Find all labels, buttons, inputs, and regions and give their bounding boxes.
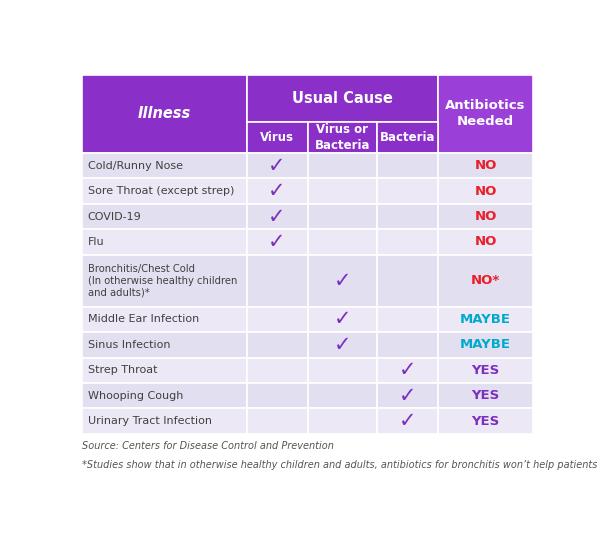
Bar (82, 178, 247, 204)
Bar (82, 408, 247, 434)
Text: ✓: ✓ (334, 335, 351, 355)
Bar (377, 153, 439, 178)
Text: Urinary Tract Infection: Urinary Tract Infection (88, 416, 212, 426)
Text: ✓: ✓ (399, 385, 416, 406)
Text: *Studies show that in otherwise healthy children and adults, antibiotics for bro: *Studies show that in otherwise healthy … (82, 460, 600, 470)
Bar (308, 204, 377, 229)
Text: Sore Throat (except strep): Sore Throat (except strep) (88, 186, 234, 196)
Bar (377, 229, 439, 255)
Bar (247, 332, 308, 358)
Bar (439, 229, 533, 255)
Bar (247, 229, 308, 255)
Text: NO: NO (475, 210, 497, 223)
Text: NO: NO (475, 235, 497, 248)
Bar (439, 75, 533, 153)
Text: NO: NO (475, 184, 497, 198)
Bar (377, 178, 439, 204)
Text: Whooping Cough: Whooping Cough (88, 391, 183, 400)
Bar (439, 204, 533, 229)
Bar (247, 358, 308, 383)
Bar (377, 122, 439, 153)
Bar (377, 383, 439, 408)
Text: Virus or
Bacteria: Virus or Bacteria (315, 123, 370, 152)
Text: MAYBE: MAYBE (460, 338, 511, 351)
Text: MAYBE: MAYBE (460, 313, 511, 326)
Text: Sinus Infection: Sinus Infection (88, 340, 170, 350)
Text: Middle Ear Infection: Middle Ear Infection (88, 315, 199, 324)
Bar (247, 408, 308, 434)
Text: Usual Cause: Usual Cause (292, 91, 393, 106)
Bar (377, 332, 439, 358)
Bar (308, 255, 377, 307)
Bar (377, 255, 439, 307)
Text: ✓: ✓ (268, 232, 286, 252)
Text: ✓: ✓ (334, 271, 351, 291)
Bar (439, 307, 533, 332)
Bar (247, 204, 308, 229)
Bar (82, 204, 247, 229)
Text: YES: YES (472, 389, 500, 402)
Text: Source: Centers for Disease Control and Prevention: Source: Centers for Disease Control and … (82, 441, 334, 451)
Text: Flu: Flu (88, 237, 104, 247)
Text: NO*: NO* (471, 274, 500, 287)
Bar (439, 358, 533, 383)
Bar (82, 358, 247, 383)
Text: NO: NO (475, 159, 497, 172)
Bar (82, 153, 247, 178)
Bar (308, 358, 377, 383)
Text: ✓: ✓ (334, 309, 351, 330)
Text: ✓: ✓ (268, 206, 286, 227)
Text: Strep Throat: Strep Throat (88, 365, 157, 375)
Text: Bronchitis/Chest Cold
(In otherwise healthy children
and adults)*: Bronchitis/Chest Cold (In otherwise heal… (88, 264, 237, 297)
Bar (377, 408, 439, 434)
Bar (377, 307, 439, 332)
Bar (308, 332, 377, 358)
Text: ✓: ✓ (399, 360, 416, 380)
Text: COVID-19: COVID-19 (88, 212, 142, 221)
Text: ✓: ✓ (268, 156, 286, 176)
Text: Illness: Illness (137, 106, 191, 121)
Text: ✓: ✓ (399, 411, 416, 431)
Bar (82, 229, 247, 255)
Bar (247, 122, 308, 153)
Bar (308, 178, 377, 204)
Bar (308, 307, 377, 332)
Bar (377, 204, 439, 229)
Bar (308, 408, 377, 434)
Bar (439, 332, 533, 358)
Text: Antibiotics
Needed: Antibiotics Needed (445, 99, 526, 128)
Bar (439, 408, 533, 434)
Bar (247, 153, 308, 178)
Bar (82, 307, 247, 332)
Text: Virus: Virus (260, 131, 294, 144)
Text: Cold/Runny Nose: Cold/Runny Nose (88, 161, 182, 171)
Bar (82, 255, 247, 307)
Bar (308, 122, 377, 153)
Bar (247, 307, 308, 332)
Bar (82, 383, 247, 408)
Bar (247, 75, 439, 122)
Bar (247, 255, 308, 307)
Bar (377, 358, 439, 383)
Bar (82, 75, 247, 153)
Text: Bacteria: Bacteria (380, 131, 436, 144)
Bar (439, 383, 533, 408)
Bar (439, 255, 533, 307)
Text: YES: YES (472, 364, 500, 377)
Bar (82, 332, 247, 358)
Bar (439, 178, 533, 204)
Bar (308, 229, 377, 255)
Bar (308, 153, 377, 178)
Bar (247, 383, 308, 408)
Bar (308, 383, 377, 408)
Bar (247, 178, 308, 204)
Text: ✓: ✓ (268, 181, 286, 201)
Bar (439, 153, 533, 178)
Text: YES: YES (472, 414, 500, 428)
